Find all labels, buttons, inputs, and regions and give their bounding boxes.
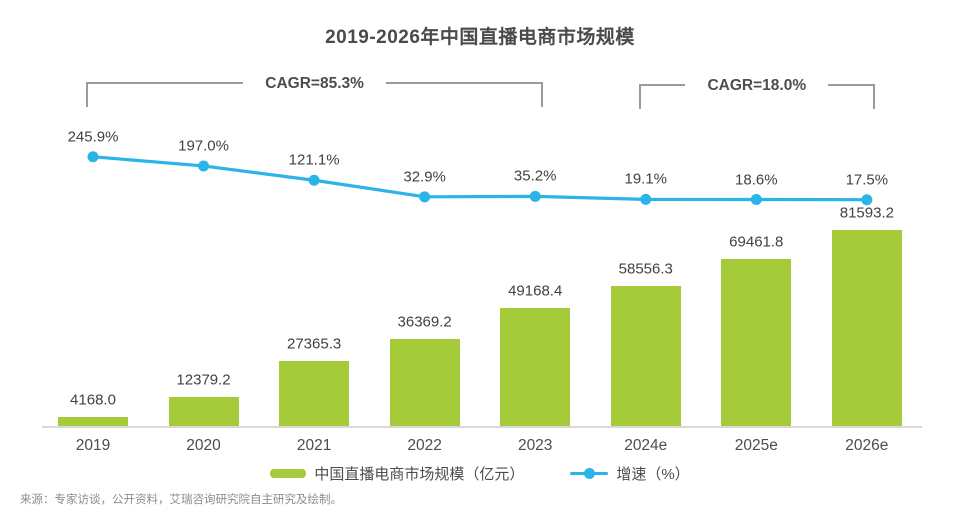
bar-2024e (610, 285, 681, 427)
cagr-bracket-2024-2026: CAGR=18.0% (638, 77, 875, 109)
bar-2026e (831, 230, 902, 427)
growth-label-2026e: 17.5% (845, 171, 889, 189)
x-label-2023: 2023 (517, 437, 553, 454)
growth-point-2022 (419, 191, 431, 203)
bar-value-2021: 27365.3 (286, 335, 342, 353)
legend: 中国直播电商市场规模（亿元） 增速（%） (0, 463, 960, 484)
bar-value-2022: 36369.2 (397, 313, 452, 331)
x-label-2022: 2022 (407, 437, 442, 454)
line-swatch-icon (570, 468, 609, 479)
cagr-bracket-2019-2023: CAGR=85.3% (86, 75, 544, 107)
cagr-label-2: CAGR=18.0% (707, 77, 807, 94)
growth-point-2025e (750, 194, 762, 206)
x-label-2021: 2021 (296, 437, 332, 454)
growth-point-2019 (87, 151, 99, 163)
growth-label-2019: 245.9% (67, 128, 119, 146)
x-label-2024e: 2024e (624, 437, 668, 454)
growth-point-2026e (861, 194, 873, 206)
source-note: 来源：专家访谈，公开资料，艾瑞咨询研究院自主研究及绘制。 (20, 494, 342, 506)
bracket-line-right (828, 84, 875, 109)
chart-title: 2019-2026年中国直播电商市场规模 (325, 27, 635, 48)
bracket-line-left (638, 84, 686, 109)
x-label-2019: 2019 (75, 437, 111, 454)
legend-bar-label: 中国直播电商市场规模（亿元） (314, 466, 525, 483)
bracket-line-right (385, 82, 544, 107)
growth-point-2020 (198, 160, 210, 172)
growth-label-2025e: 18.6% (735, 171, 778, 188)
x-axis-line (42, 426, 922, 428)
bar-2021 (279, 360, 350, 427)
bar-2025e (721, 259, 792, 427)
growth-point-2021 (308, 174, 320, 186)
growth-label-2022: 32.9% (403, 168, 446, 186)
legend-item-market-size: 中国直播电商市场规模（亿元） (270, 463, 524, 484)
bar-2023 (500, 308, 571, 427)
legend-item-growth: 增速（%） (570, 463, 690, 484)
growth-point-2023 (529, 190, 541, 202)
growth-label-2023: 35.2% (513, 167, 557, 185)
bar-value-2024e: 58556.3 (618, 260, 673, 278)
x-label-2025e: 2025e (734, 437, 778, 454)
bar-value-2026e: 81593.2 (839, 204, 894, 222)
bar-swatch-icon (270, 469, 307, 478)
growth-label-2020: 197.0% (178, 137, 229, 155)
bar-value-2019: 4168.0 (70, 391, 116, 409)
bracket-line-left (86, 82, 244, 107)
cagr-label-1: CAGR=85.3% (265, 75, 364, 92)
legend-line-label: 增速（%） (616, 466, 690, 483)
x-label-2026e: 2026e (845, 437, 889, 454)
bar-value-2020: 12379.2 (176, 371, 231, 389)
growth-label-2021: 121.1% (288, 151, 340, 169)
bar-value-2023: 49168.4 (508, 282, 563, 300)
bar-2022 (389, 339, 460, 427)
bar-value-2025e: 69461.8 (729, 233, 784, 251)
growth-label-2024e: 19.1% (624, 170, 668, 188)
bar-2020 (168, 397, 239, 427)
growth-point-2024e (640, 193, 652, 205)
bar-2019 (58, 416, 128, 427)
x-label-2020: 2020 (186, 437, 221, 454)
